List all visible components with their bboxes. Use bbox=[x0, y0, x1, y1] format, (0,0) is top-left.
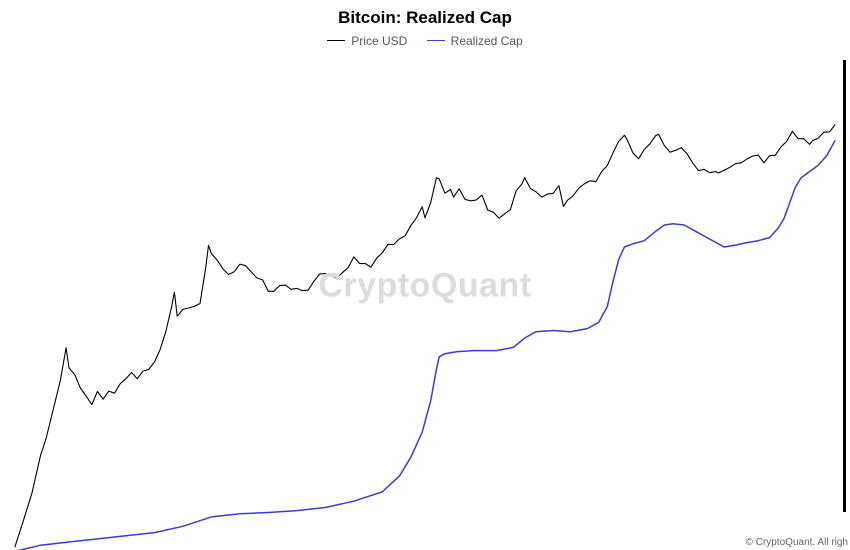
right-frame-line bbox=[843, 60, 846, 512]
copyright-text: © CryptoQuant. All righ bbox=[746, 537, 848, 548]
legend-item-price: Price USD bbox=[327, 34, 407, 48]
chart-legend: Price USD Realized Cap bbox=[0, 30, 850, 48]
legend-swatch-price bbox=[327, 40, 345, 41]
legend-swatch-realized bbox=[427, 40, 445, 41]
legend-label-price: Price USD bbox=[351, 34, 407, 48]
chart-container: Bitcoin: Realized Cap Price USD Realized… bbox=[0, 0, 850, 550]
legend-label-realized: Realized Cap bbox=[451, 34, 523, 48]
series-price-usd bbox=[15, 124, 835, 547]
legend-item-realized: Realized Cap bbox=[427, 34, 523, 48]
series-realized-cap bbox=[15, 140, 835, 550]
chart-svg: 2011201220132014201520162017201820192020… bbox=[0, 52, 850, 550]
chart-title: Bitcoin: Realized Cap bbox=[0, 8, 850, 28]
